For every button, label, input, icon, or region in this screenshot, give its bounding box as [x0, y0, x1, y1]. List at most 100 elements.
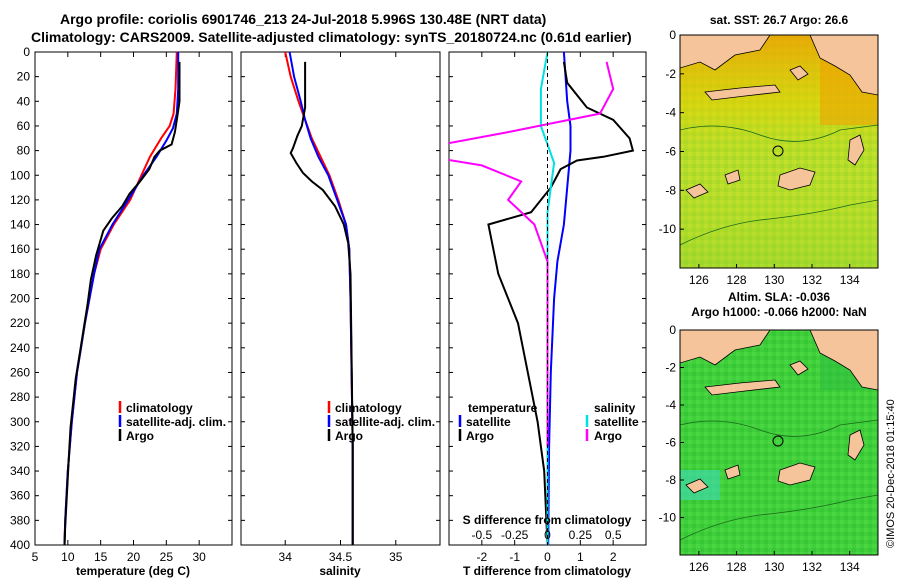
- map-y-tick-label: -2: [665, 361, 676, 375]
- legend-label-satellite-adj: satellite-adj. clim.: [126, 415, 226, 429]
- legend-header-salinity: salinity: [594, 401, 636, 415]
- temperature-series: [63, 52, 181, 545]
- salinity-legend: climatology satellite-adj. clim. Argo: [327, 401, 435, 443]
- legend-label-argo: Argo: [126, 429, 154, 443]
- depth-tick-label: 280: [10, 390, 30, 404]
- x-tick-label: 34: [279, 550, 293, 564]
- depth-tick-label: 400: [10, 538, 30, 552]
- depth-tick-label: 100: [10, 168, 30, 182]
- map-x-tick-label: 130: [764, 560, 784, 574]
- map-y-tick-label: -4: [665, 106, 676, 120]
- series-line-s-argo: [449, 61, 615, 447]
- sst-map-ticks: 126 128 130 132 134 0 -2 -4 -6 -8 -10: [659, 28, 860, 287]
- depth-tick-label: 120: [10, 193, 30, 207]
- x-tick-label: 34.5: [329, 550, 353, 564]
- legend-label-satellite-adj: satellite-adj. clim.: [335, 415, 435, 429]
- panel-ticks: 5 10 15 20 25 30 34 34.5 35 -2 -1 0 1 2: [32, 51, 646, 564]
- legend-label-argo: Argo: [335, 429, 363, 443]
- x-tick-label: 2: [610, 550, 617, 564]
- series-line-t-argo: [487, 61, 635, 545]
- map-x-tick-label: 132: [802, 560, 822, 574]
- depth-tick-label: 140: [10, 218, 30, 232]
- map-x-tick-label: 128: [727, 273, 747, 287]
- sst-map-title: sat. SST: 26.7 Argo: 26.6: [710, 13, 849, 27]
- series-line-argo: [289, 61, 354, 545]
- map-y-tick-label: -8: [665, 183, 676, 197]
- map-y-tick-label: -4: [665, 398, 676, 412]
- sst-map-image: [680, 35, 878, 268]
- depth-tick-label: 160: [10, 242, 30, 256]
- title-line-1: Argo profile: coriolis 6901746_213 24-Ju…: [60, 11, 546, 27]
- depth-tick-label: 380: [10, 513, 30, 527]
- legend-label-t-argo: Argo: [466, 429, 494, 443]
- depth-tick-label: 180: [10, 267, 30, 281]
- salinity-series: [284, 52, 354, 545]
- depth-tick-label: 300: [10, 415, 30, 429]
- sla-map-title-2: Argo h1000: -0.066 h2000: NaN: [691, 305, 866, 319]
- legend-label-climatology: climatology: [126, 401, 193, 415]
- map-x-tick-label: 126: [689, 273, 709, 287]
- series-line-climatology: [284, 52, 354, 545]
- legend-label-t-satellite: satellite: [466, 415, 511, 429]
- legend-header-temperature: temperature: [468, 401, 538, 415]
- map-x-tick-label: 134: [840, 560, 860, 574]
- x-tick-label: 5: [32, 550, 39, 564]
- map-y-tick-label: -6: [665, 436, 676, 450]
- s-diff-tick-label: -0.5: [471, 528, 492, 542]
- depth-tick-label: 200: [10, 292, 30, 306]
- x-tick-label: -2: [476, 550, 487, 564]
- map-x-tick-label: 134: [840, 273, 860, 287]
- imos-watermark: ©IMOS 20-Dec-2018 01:15:40: [885, 399, 897, 548]
- x-tick-label: 0: [544, 550, 551, 564]
- depth-tick-label: 40: [17, 94, 31, 108]
- s-difference-tick-labels: -0.5 -0.25 0 0.25 0.5: [471, 528, 621, 542]
- difference-series: [449, 52, 635, 545]
- s-diff-tick-label: 0: [544, 528, 551, 542]
- series-line-argo: [63, 61, 181, 545]
- map-y-tick-label: 0: [669, 323, 676, 337]
- difference-legend: temperature satellite Argo salinity sate…: [458, 401, 639, 443]
- map-y-tick-label: -6: [665, 145, 676, 159]
- series-line-satellite-adj-clim-: [63, 52, 180, 545]
- x-tick-label: -1: [509, 550, 520, 564]
- x-tick-label: 20: [127, 550, 141, 564]
- s-diff-tick-label: 0.25: [569, 528, 593, 542]
- depth-tick-label: 360: [10, 489, 30, 503]
- legend-label-climatology: climatology: [335, 401, 402, 415]
- series-line-t-satellite: [547, 52, 572, 545]
- series-line-climatology: [63, 52, 178, 545]
- depth-tick-label: 260: [10, 365, 30, 379]
- legend-label-s-satellite: satellite: [594, 415, 639, 429]
- s-diff-tick-label: 0.5: [605, 528, 622, 542]
- map-y-tick-label: -10: [659, 511, 677, 525]
- temperature-panel-frame: [34, 51, 233, 546]
- depth-tick-label: 240: [10, 341, 30, 355]
- temperature-legend: climatology satellite-adj. clim. Argo: [118, 401, 226, 443]
- map-x-tick-label: 132: [802, 273, 822, 287]
- map-x-tick-label: 128: [727, 560, 747, 574]
- depth-tick-label: 60: [17, 119, 31, 133]
- sla-map-ticks: 126 128 130 132 134 0 -2 -4 -6 -8 -10: [659, 323, 860, 574]
- t-difference-xlabel: T difference from climatology: [463, 564, 631, 578]
- map-y-tick-label: -2: [665, 67, 676, 81]
- salinity-xlabel: salinity: [319, 564, 361, 578]
- map-x-tick-label: 130: [764, 273, 784, 287]
- depth-tick-labels: 0 20 40 60 80 100 120 140 160 180 200 220 240 260 280 3…: [10, 45, 30, 552]
- series-line-satellite-adj-clim-: [288, 52, 354, 545]
- x-tick-label: 35: [389, 550, 403, 564]
- depth-tick-label: 20: [17, 70, 31, 84]
- x-tick-label: 30: [192, 550, 206, 564]
- depth-tick-label: 340: [10, 464, 30, 478]
- sla-map-image: [680, 330, 878, 555]
- depth-tick-label: 220: [10, 316, 30, 330]
- argo-location-marker: [772, 435, 784, 447]
- depth-tick-label: 0: [23, 45, 30, 59]
- x-tick-label: 15: [94, 550, 108, 564]
- depth-tick-label: 80: [17, 144, 31, 158]
- map-y-tick-label: -10: [659, 222, 677, 236]
- sla-map-title: Altim. SLA: -0.036: [728, 290, 830, 304]
- temperature-xlabel: temperature (deg C): [76, 564, 190, 578]
- map-y-tick-label: 0: [669, 28, 676, 42]
- title-line-2: Climatology: CARS2009. Satellite-adjuste…: [31, 29, 632, 45]
